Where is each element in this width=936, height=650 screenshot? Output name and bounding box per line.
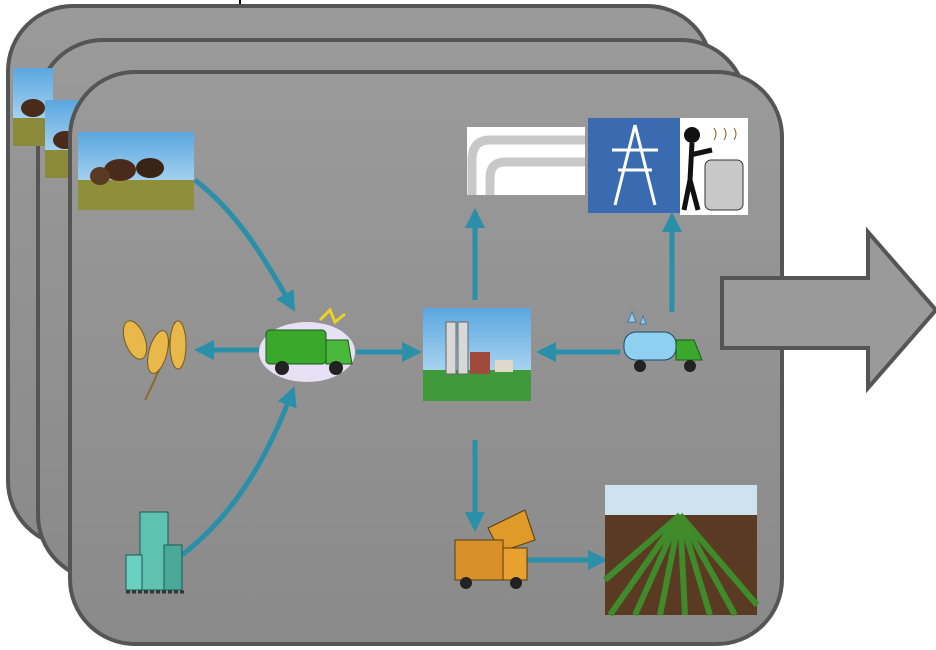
cows-image: [78, 132, 194, 210]
crop-field-image: [605, 485, 757, 615]
gas-pipes-image: [467, 127, 585, 195]
electricity-image: [588, 118, 683, 213]
page: [0, 0, 936, 650]
biogas-farm-image: [423, 308, 531, 401]
heating-image: [680, 118, 748, 215]
diagram: [0, 0, 936, 650]
